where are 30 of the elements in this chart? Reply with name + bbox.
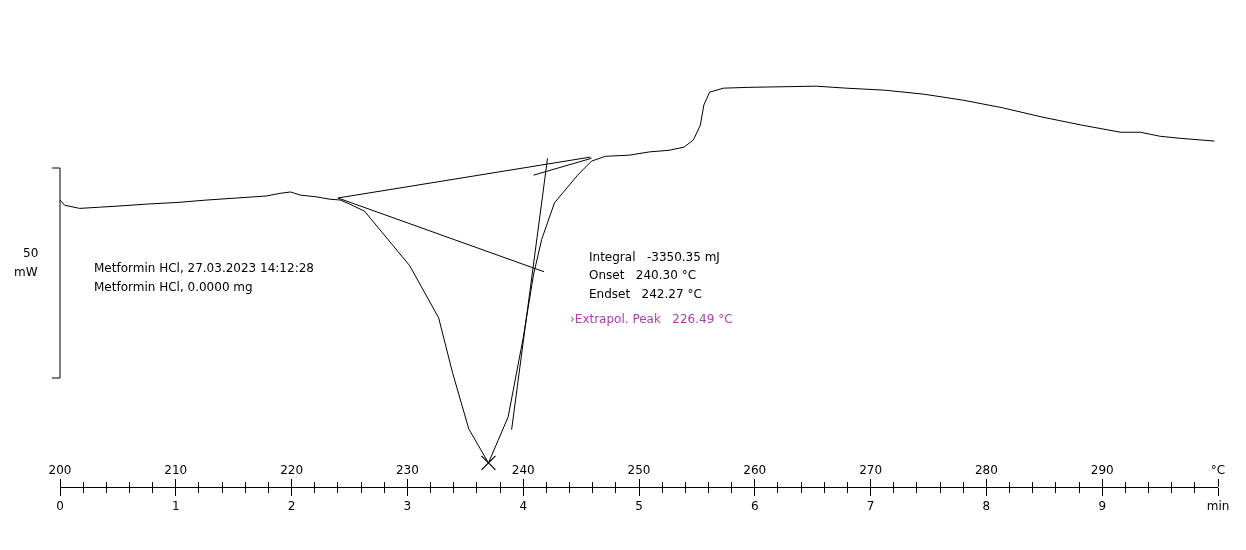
annotation: Onset 240.30 °C [589,268,697,282]
x2-tick-label: 9 [1098,499,1107,514]
text: 50 [23,246,39,260]
x2-tick-label: 7 [866,499,875,514]
x-tick-label: 260 [743,463,767,478]
annotation: Endset 242.27 °C [589,287,702,301]
x2-tick-label: 2 [287,499,296,514]
x-tick-label: 230 [395,463,419,478]
x-tick-label: 200 [48,463,72,478]
x2-tick-label: 6 [750,499,759,514]
x-tick-label: 220 [280,463,304,478]
annotation: ›Extrapol. Peak 226.49 °C [570,312,733,326]
x2-tick-label: min [1206,499,1230,514]
annotation: Metformin HCl, 0.0000 mg [94,280,253,294]
x-tick-label: 270 [859,463,883,478]
x2-tick-label: 1 [171,499,180,514]
x2-tick-label: 3 [403,499,412,514]
x-tick-label: 280 [974,463,998,478]
x-tick-label: 250 [627,463,651,478]
x-tick-label: °C [1210,463,1226,478]
x2-tick-label: 0 [56,499,64,514]
annotation: Metformin HCl, 27.03.2023 14:12:28 [94,261,314,275]
x2-tick-label: 8 [982,499,991,514]
x2-tick-label: 4 [519,499,528,514]
x-tick-label: 290 [1090,463,1114,478]
annotation: Integral -3350.35 mJ [589,250,720,264]
x-tick-label: 210 [164,463,188,478]
x2-tick-label: 5 [635,499,643,514]
text: mW [14,265,38,279]
x-tick-label: 240 [511,463,535,478]
